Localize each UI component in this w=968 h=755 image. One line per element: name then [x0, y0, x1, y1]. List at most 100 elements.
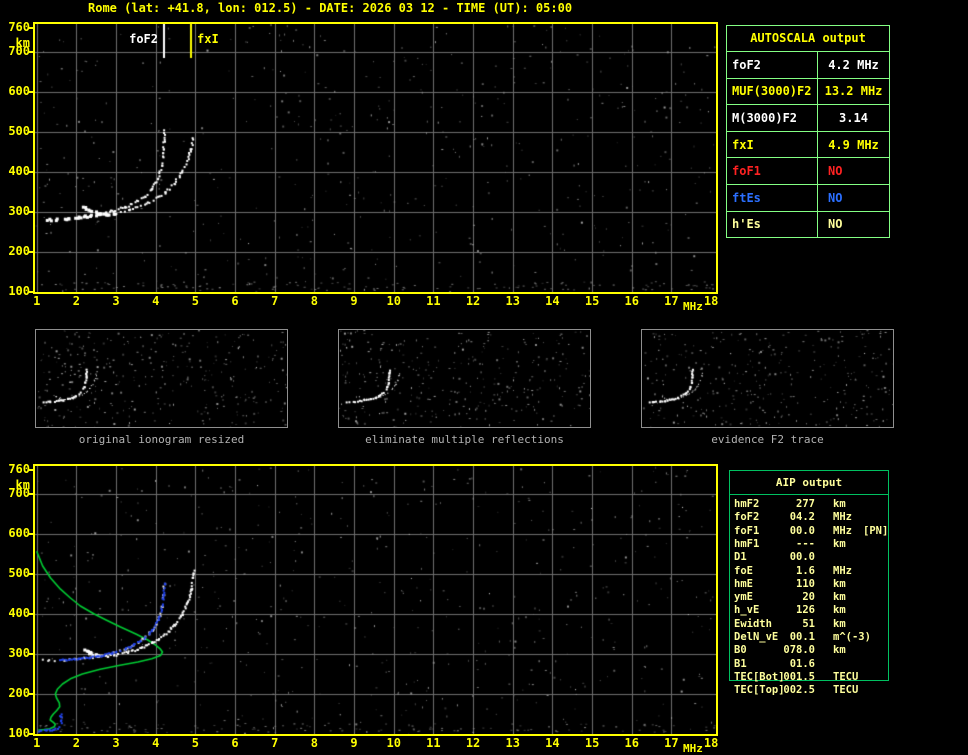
- autoscala-row-muf3000f2: MUF(3000)F2 13.2 MHz: [727, 77, 889, 105]
- autoscala-row-fof1: foF1 NO: [727, 157, 889, 184]
- aip-row-label: hmE: [734, 577, 753, 590]
- y-axis-tick: [29, 573, 33, 575]
- x-tick-label: 10: [386, 736, 401, 750]
- aip-row-tectop: TEC[Top] 002.5 TECU: [729, 684, 889, 697]
- panel-original-canvas: [36, 330, 287, 427]
- aip-row-value: ---: [796, 537, 815, 550]
- x-tick-label: 7: [271, 294, 279, 308]
- y-tick-label: 700: [8, 486, 30, 500]
- aip-row-value: 001.5: [783, 670, 815, 683]
- aip-row-value: 01.6: [789, 657, 815, 670]
- autoscala-row-label: h'Es: [727, 211, 818, 238]
- autoscala-row-hes: h'Es NO: [727, 210, 889, 238]
- y-tick-label: 500: [8, 566, 30, 580]
- y-axis-tick: [29, 733, 33, 735]
- autoscala-row-value: 13.2 MHz: [824, 84, 883, 99]
- aip-row-d1: D1 00.0: [729, 551, 889, 564]
- x-tick-label: 10: [386, 294, 401, 308]
- aip-row-label: hmF1: [734, 537, 760, 550]
- x-tick-label: 18: [703, 736, 719, 750]
- aip-row-hve: h_vE 126 km: [729, 604, 889, 617]
- aip-row-value: 00.1: [789, 631, 815, 643]
- aip-row-value: 51: [802, 617, 815, 630]
- x-tick-label: 12: [465, 294, 481, 308]
- y-axis-tick: [29, 211, 33, 213]
- aip-row-tecbot: TEC[Bot] 001.5 TECU: [729, 671, 889, 684]
- y-tick-label: 600: [8, 84, 30, 98]
- y-axis-tick: [29, 131, 33, 133]
- aip-row-label: D1: [734, 551, 747, 564]
- autoscala-row-label: foF1: [727, 158, 818, 184]
- aip-row-label: foF2: [734, 511, 760, 524]
- autoscala-row-label: MUF(3000)F2: [727, 78, 818, 105]
- aip-row-unit: MHz: [833, 524, 852, 537]
- autoscala-row-value: 4.9 MHz: [828, 137, 879, 152]
- x-tick-label: 18: [703, 294, 719, 308]
- aip-row-unit: MHz: [833, 511, 852, 524]
- y-axis-tick: [29, 613, 33, 615]
- x-axis-unit-label: MHz: [683, 300, 703, 313]
- x-tick-label: 6: [231, 736, 239, 750]
- panel-caption-original: original ionogram resized: [78, 433, 245, 446]
- y-axis-tick: [29, 469, 33, 471]
- aip-row-label: TEC[Bot]: [734, 670, 785, 683]
- aip-row-yme: ymE 20 km: [729, 591, 889, 604]
- aip-row-value: 002.5: [783, 684, 815, 697]
- y-tick-label: 400: [8, 606, 30, 620]
- aip-row-value: 1.6: [796, 564, 815, 577]
- y-tick-label: 300: [8, 204, 30, 218]
- y-tick-label: 200: [8, 244, 30, 258]
- y-tick-label: 700: [8, 44, 30, 58]
- aip-row-value: 00.0: [789, 524, 815, 537]
- x-tick-label: 13: [505, 294, 520, 308]
- y-axis-tick: [29, 291, 33, 293]
- aip-row-label: hmF2: [734, 498, 760, 510]
- x-tick-label: 1: [33, 736, 41, 750]
- aip-row-ewidth: Ewidth 51 km: [729, 618, 889, 631]
- aip-row-hmf2: hmF2 277 km: [729, 498, 889, 511]
- x-tick-label: 16: [624, 294, 639, 308]
- aip-row-label: B0: [734, 644, 747, 657]
- autoscala-row-value: NO: [828, 190, 843, 205]
- autoscala-row-label: fxI: [727, 131, 818, 158]
- bottom-ionogram-plot: [33, 464, 718, 736]
- y-axis-tick: [29, 653, 33, 655]
- autoscala-row-label: foF2: [727, 52, 818, 78]
- aip-row-unit: km: [833, 591, 846, 604]
- fxi-marker-label: fxI: [197, 32, 219, 46]
- aip-row-label: Ewidth: [734, 617, 772, 630]
- y-axis-unit-label: km: [15, 478, 30, 492]
- autoscala-row-value: 3.14: [839, 110, 868, 125]
- aip-row-unit: TECU: [833, 684, 859, 697]
- panel-caption-evidence: evidence F2 trace: [711, 433, 824, 446]
- x-tick-label: 16: [624, 736, 639, 750]
- x-tick-label: 9: [350, 294, 358, 308]
- x-tick-label: 3: [112, 294, 120, 308]
- x-tick-label: 12: [465, 736, 481, 750]
- x-tick-label: 15: [584, 294, 600, 308]
- bottom-ionogram-canvas: [35, 466, 716, 734]
- y-tick-label: 760: [8, 462, 30, 476]
- aip-row-unit: km: [833, 617, 846, 630]
- aip-row-label: DelN_vE: [734, 631, 779, 643]
- y-axis-unit-label: km: [15, 36, 30, 50]
- y-tick-label: 200: [8, 686, 30, 700]
- panel-evidence-canvas: [642, 330, 893, 427]
- aip-row-hmf1: hmF1 --- km: [729, 538, 889, 551]
- y-axis-tick: [29, 533, 33, 535]
- fof2-marker-label: foF2: [129, 32, 158, 46]
- autoscala-row-fxi: fxI 4.9 MHz: [727, 130, 889, 158]
- autoscala-row-value: NO: [828, 217, 843, 232]
- y-axis-tick: [29, 693, 33, 695]
- autoscala-table-rows: foF2 4.2 MHz MUF(3000)F2 13.2 MHz M(3000)F2 3…: [727, 52, 889, 238]
- aip-row-value: 20: [802, 591, 815, 604]
- y-axis-tick: [29, 51, 33, 53]
- aip-row-b0: B0 078.0 km: [729, 644, 889, 657]
- y-tick-label: 100: [8, 726, 30, 740]
- x-axis-unit-label: MHz: [683, 742, 703, 755]
- top-ionogram-plot: [33, 22, 718, 294]
- aip-row-value: 078.0: [783, 644, 815, 657]
- x-tick-label: 15: [584, 736, 600, 750]
- y-tick-label: 300: [8, 646, 30, 660]
